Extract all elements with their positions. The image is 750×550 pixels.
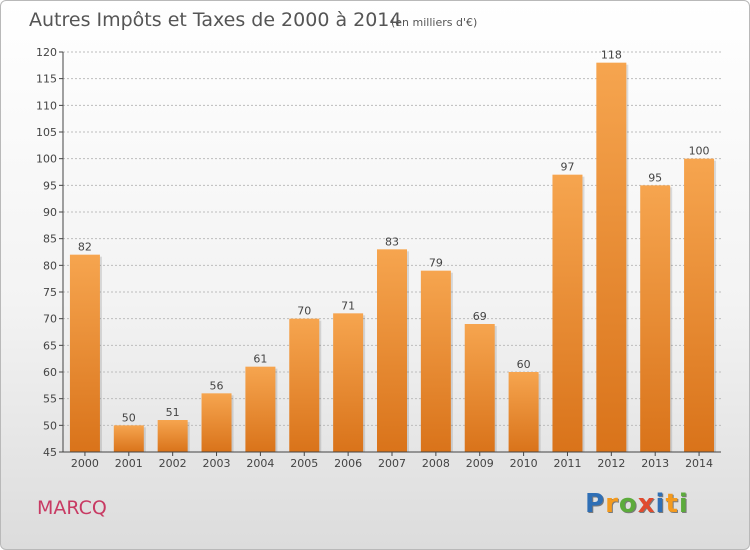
value-label: 50 [122, 411, 136, 424]
bar-2001 [113, 425, 144, 452]
bar-2006 [333, 313, 364, 452]
city-name: MARCQ [37, 497, 107, 519]
value-label: 69 [473, 310, 487, 323]
x-tick-label: 2001 [115, 457, 143, 470]
y-tick-label: 105 [36, 126, 57, 139]
bar-2009 [464, 324, 495, 452]
y-tick-label: 115 [36, 73, 57, 86]
y-tick-label: 120 [36, 46, 57, 59]
value-label: 95 [648, 171, 662, 184]
logo-letter: P [585, 489, 606, 519]
logo-letter: t [665, 489, 679, 519]
value-label: 71 [341, 299, 355, 312]
value-label: 60 [517, 358, 531, 371]
bar-2002 [157, 420, 188, 452]
value-label: 51 [166, 406, 180, 419]
x-tick-label: 2011 [553, 457, 581, 470]
x-tick-label: 2010 [510, 457, 538, 470]
x-tick-label: 2013 [641, 457, 669, 470]
chart-subtitle: (en milliers d'€) [391, 16, 478, 29]
logo-letter: i [655, 489, 666, 519]
y-tick-label: 90 [43, 206, 57, 219]
y-tick-label: 65 [43, 339, 57, 352]
logo-letter: x [637, 489, 656, 519]
value-label: 56 [210, 379, 224, 392]
chart-title: Autres Impôts et Taxes de 2000 à 2014 [29, 9, 402, 31]
x-tick-label: 2009 [466, 457, 494, 470]
x-tick-label: 2000 [71, 457, 99, 470]
x-tick-label: 2003 [203, 457, 231, 470]
y-tick-label: 110 [36, 99, 57, 112]
y-tick-label: 85 [43, 233, 57, 246]
x-tick-label: 2005 [290, 457, 318, 470]
y-tick-label: 75 [43, 286, 57, 299]
value-label: 61 [253, 353, 267, 366]
y-tick-label: 80 [43, 259, 57, 272]
value-label: 100 [689, 145, 710, 158]
bar-2008 [420, 270, 451, 452]
bar-2007 [377, 249, 407, 452]
value-label: 79 [429, 257, 443, 270]
x-tick-label: 2002 [159, 457, 187, 470]
bar-2000 [69, 254, 100, 452]
y-tick-label: 60 [43, 366, 57, 379]
bar-2014 [684, 158, 715, 452]
bar-2004 [245, 366, 276, 452]
bar-2005 [289, 318, 320, 452]
logo-letter: i [678, 489, 689, 519]
value-label: 70 [297, 305, 311, 318]
bar-2010 [508, 372, 539, 452]
value-label: 97 [560, 161, 574, 174]
y-tick-label: 70 [43, 313, 57, 326]
x-tick-label: 2004 [246, 457, 274, 470]
y-tick-label: 50 [43, 419, 57, 432]
x-tick-label: 2008 [422, 457, 450, 470]
bar-2011 [552, 174, 583, 452]
logo-letter: o [618, 489, 638, 519]
y-tick-label: 100 [36, 153, 57, 166]
y-tick-label: 95 [43, 179, 57, 192]
value-label: 82 [78, 241, 92, 254]
value-label: 83 [385, 235, 399, 248]
x-tick-label: 2012 [597, 457, 625, 470]
logo-letter: r [605, 489, 619, 519]
bar-2013 [640, 185, 671, 453]
x-tick-label: 2014 [685, 457, 713, 470]
y-tick-label: 45 [43, 446, 57, 459]
value-label: 118 [601, 49, 622, 62]
y-tick-label: 55 [43, 393, 57, 406]
bar-2012 [596, 62, 627, 453]
bar-2003 [201, 393, 232, 452]
x-tick-label: 2006 [334, 457, 362, 470]
proxiti-logo[interactable]: Proxiti [585, 489, 689, 519]
x-tick-label: 2007 [378, 457, 406, 470]
